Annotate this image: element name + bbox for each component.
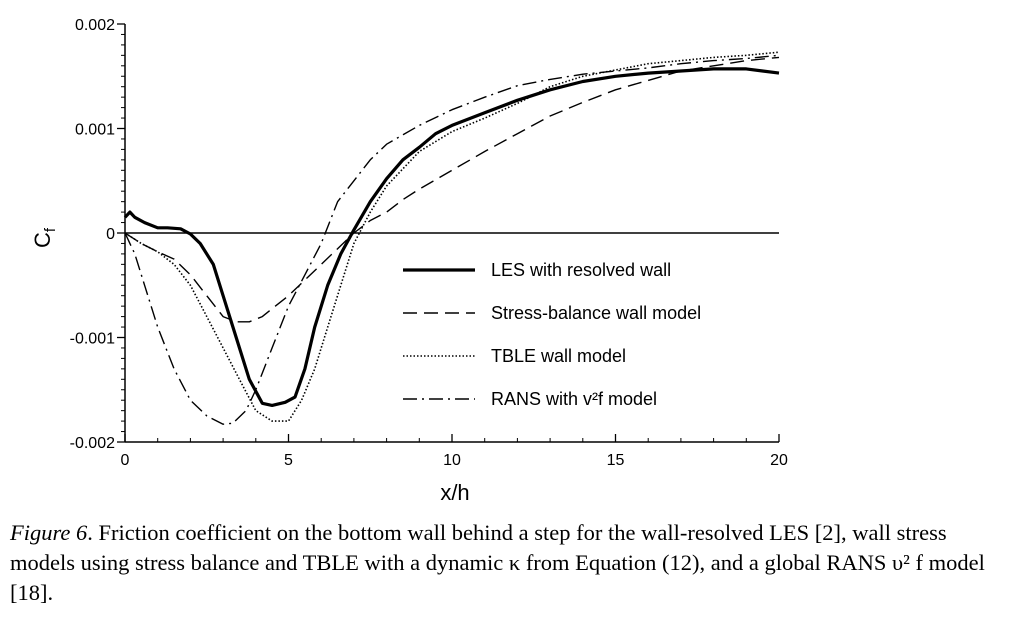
- series-line-dashed: [124, 56, 780, 323]
- figure-caption: Figure 6. Friction coefficient on the bo…: [10, 518, 1015, 608]
- series-line-dotted: [124, 51, 780, 422]
- y-tick-label: -0.001: [70, 331, 115, 348]
- series-line-dashdot: [124, 54, 780, 425]
- y-axis-title-main: C: [30, 232, 55, 248]
- x-axis-title: x/h: [440, 480, 469, 505]
- legend-label: Stress-balance wall model: [491, 303, 701, 323]
- series-line-solid: [123, 67, 780, 407]
- y-axis-title: Cf: [30, 227, 59, 248]
- ticks-layer: 0 5 10 15 20 -0.002 -0.001 0 0.001 0.002: [70, 17, 788, 469]
- caption-text: . Friction coefficient on the bottom wal…: [10, 520, 985, 605]
- x-tick-label: 20: [770, 452, 788, 469]
- figure-label: Figure 6: [10, 520, 88, 545]
- legend-label: LES with resolved wall: [491, 260, 671, 280]
- x-tick-label: 5: [284, 452, 293, 469]
- y-tick-label: 0: [106, 226, 115, 243]
- legend-label: TBLE wall model: [491, 346, 626, 366]
- y-tick-label: 0.001: [75, 122, 115, 139]
- y-axis-title-subscript: f: [42, 227, 59, 232]
- y-tick-label: 0.002: [75, 17, 115, 34]
- x-tick-label: 15: [607, 452, 625, 469]
- legend-label: RANS with v²f model: [491, 389, 657, 409]
- x-tick-label: 10: [443, 452, 461, 469]
- friction-coefficient-chart: 0 5 10 15 20 -0.002 -0.001 0 0.001 0.002 LES with…: [30, 17, 788, 505]
- series-layer: [123, 51, 780, 425]
- legend: LES with resolved wall Stress-balance wal…: [403, 260, 701, 409]
- y-tick-label: -0.002: [70, 435, 115, 452]
- x-tick-label: 0: [121, 452, 130, 469]
